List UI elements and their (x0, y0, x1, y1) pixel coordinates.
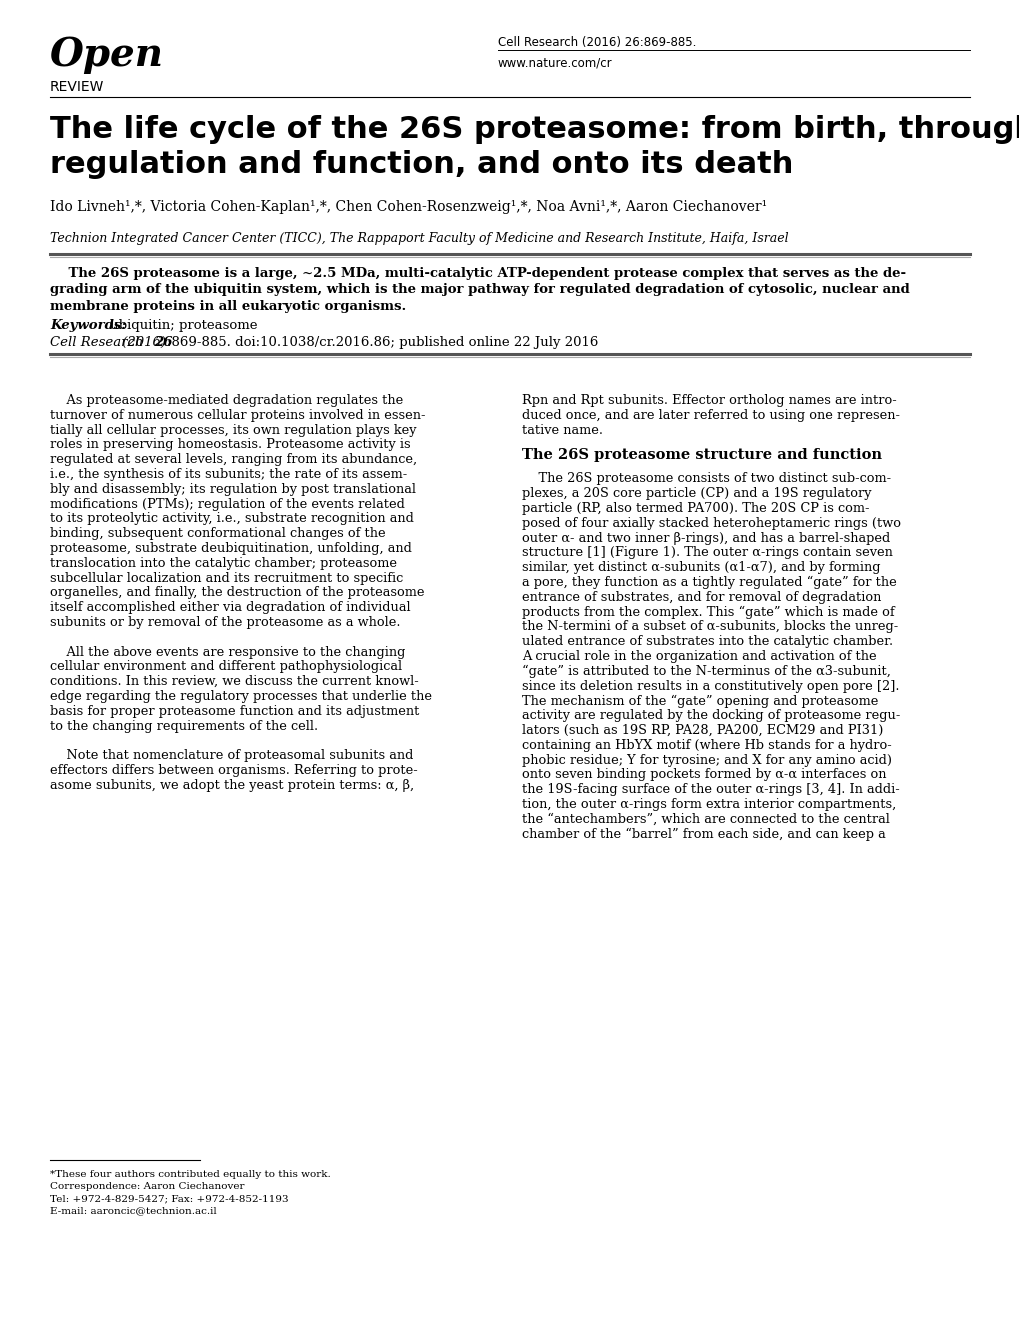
Text: the N-termini of a subset of α-subunits, blocks the unreg-: the N-termini of a subset of α-subunits,… (522, 621, 898, 633)
Text: proteasome, substrate deubiquitination, unfolding, and: proteasome, substrate deubiquitination, … (50, 542, 412, 555)
Text: roles in preserving homeostasis. Proteasome activity is: roles in preserving homeostasis. Proteas… (50, 438, 411, 451)
Text: REVIEW: REVIEW (50, 80, 104, 93)
Text: phobic residue; Y for tyrosine; and X for any amino acid): phobic residue; Y for tyrosine; and X fo… (522, 753, 892, 766)
Text: As proteasome-mediated degradation regulates the: As proteasome-mediated degradation regul… (50, 394, 403, 407)
Text: structure [1] (Figure 1). The outer α-rings contain seven: structure [1] (Figure 1). The outer α-ri… (522, 546, 892, 559)
Text: ulated entrance of substrates into the catalytic chamber.: ulated entrance of substrates into the c… (522, 635, 893, 649)
Text: subcellular localization and its recruitment to specific: subcellular localization and its recruit… (50, 571, 403, 585)
Text: The 26S proteasome structure and function: The 26S proteasome structure and functio… (522, 449, 881, 462)
Text: translocation into the catalytic chamber; proteasome: translocation into the catalytic chamber… (50, 557, 396, 570)
Text: similar, yet distinct α-subunits (α1-α7), and by forming: similar, yet distinct α-subunits (α1-α7)… (522, 561, 879, 574)
Text: activity are regulated by the docking of proteasome regu-: activity are regulated by the docking of… (522, 709, 900, 722)
Text: *These four authors contributed equally to this work.: *These four authors contributed equally … (50, 1169, 330, 1179)
Text: Technion Integrated Cancer Center (TICC), The Rappaport Faculty of Medicine and : Technion Integrated Cancer Center (TICC)… (50, 232, 788, 246)
Text: Open: Open (50, 36, 164, 73)
Text: to its proteolytic activity, i.e., substrate recognition and: to its proteolytic activity, i.e., subst… (50, 513, 414, 526)
Text: modifications (PTMs); regulation of the events related: modifications (PTMs); regulation of the … (50, 498, 405, 510)
Text: tion, the outer α-rings form extra interior compartments,: tion, the outer α-rings form extra inter… (522, 798, 896, 810)
Text: www.nature.com/cr: www.nature.com/cr (497, 56, 612, 69)
Text: (2016): (2016) (118, 336, 170, 348)
Text: itself accomplished either via degradation of individual: itself accomplished either via degradati… (50, 601, 411, 614)
Text: plexes, a 20S core particle (CP) and a 19S regulatory: plexes, a 20S core particle (CP) and a 1… (522, 487, 870, 501)
Text: to the changing requirements of the cell.: to the changing requirements of the cell… (50, 720, 318, 733)
Text: Note that nomenclature of proteasomal subunits and: Note that nomenclature of proteasomal su… (50, 749, 413, 762)
Text: duced once, and are later referred to using one represen-: duced once, and are later referred to us… (522, 409, 899, 422)
Text: the 19S-facing surface of the outer α-rings [3, 4]. In addi-: the 19S-facing surface of the outer α-ri… (522, 784, 899, 796)
Text: the “antechambers”, which are connected to the central: the “antechambers”, which are connected … (522, 813, 889, 826)
Text: organelles, and finally, the destruction of the proteasome: organelles, and finally, the destruction… (50, 586, 424, 599)
Text: particle (RP, also termed PA700). The 20S CP is com-: particle (RP, also termed PA700). The 20… (522, 502, 868, 515)
Text: chamber of the “barrel” from each side, and can keep a: chamber of the “barrel” from each side, … (522, 828, 884, 841)
Text: Tel: +972-4-829-5427; Fax: +972-4-852-1193: Tel: +972-4-829-5427; Fax: +972-4-852-11… (50, 1193, 288, 1203)
Text: :869-885. doi:10.1038/cr.2016.86; published online 22 July 2016: :869-885. doi:10.1038/cr.2016.86; publis… (167, 336, 598, 348)
Text: tative name.: tative name. (522, 423, 602, 437)
Text: subunits or by removal of the proteasome as a whole.: subunits or by removal of the proteasome… (50, 615, 400, 629)
Text: entrance of substrates, and for removal of degradation: entrance of substrates, and for removal … (522, 591, 880, 603)
Text: All the above events are responsive to the changing: All the above events are responsive to t… (50, 646, 405, 658)
Text: conditions. In this review, we discuss the current knowl-: conditions. In this review, we discuss t… (50, 676, 419, 689)
Text: Ido Livneh¹,*, Victoria Cohen-Kaplan¹,*, Chen Cohen-Rosenzweig¹,*, Noa Avni¹,*, : Ido Livneh¹,*, Victoria Cohen-Kaplan¹,*,… (50, 200, 766, 214)
Text: edge regarding the regulatory processes that underlie the: edge regarding the regulatory processes … (50, 690, 432, 704)
Text: The 26S proteasome is a large, ~2.5 MDa, multi-catalytic ATP-dependent protease : The 26S proteasome is a large, ~2.5 MDa,… (50, 267, 905, 280)
Text: Cell Research: Cell Research (50, 336, 144, 348)
Text: The life cycle of the 26S proteasome: from birth, through: The life cycle of the 26S proteasome: fr… (50, 115, 1019, 144)
Text: “gate” is attributed to the N-terminus of the α3-subunit,: “gate” is attributed to the N-terminus o… (522, 665, 890, 678)
Text: bly and disassembly; its regulation by post translational: bly and disassembly; its regulation by p… (50, 483, 416, 495)
Text: binding, subsequent conformational changes of the: binding, subsequent conformational chang… (50, 527, 385, 541)
Text: membrane proteins in all eukaryotic organisms.: membrane proteins in all eukaryotic orga… (50, 300, 406, 312)
Text: containing an HbYX motif (where Hb stands for a hydro-: containing an HbYX motif (where Hb stand… (522, 738, 891, 752)
Text: since its deletion results in a constitutively open pore [2].: since its deletion results in a constitu… (522, 680, 899, 693)
Text: turnover of numerous cellular proteins involved in essen-: turnover of numerous cellular proteins i… (50, 409, 425, 422)
Text: lators (such as 19S RP, PA28, PA200, ECM29 and PI31): lators (such as 19S RP, PA28, PA200, ECM… (522, 724, 882, 737)
Text: regulation and function, and onto its death: regulation and function, and onto its de… (50, 150, 793, 179)
Text: i.e., the synthesis of its subunits; the rate of its assem-: i.e., the synthesis of its subunits; the… (50, 469, 407, 481)
Text: a pore, they function as a tightly regulated “gate” for the: a pore, they function as a tightly regul… (522, 575, 896, 589)
Text: outer α- and two inner β-rings), and has a barrel-shaped: outer α- and two inner β-rings), and has… (522, 531, 890, 545)
Text: 26: 26 (154, 336, 172, 348)
Text: E-mail: aaroncic@technion.ac.il: E-mail: aaroncic@technion.ac.il (50, 1206, 217, 1215)
Text: Cell Research (2016) 26:869-885.: Cell Research (2016) 26:869-885. (497, 36, 696, 49)
Text: basis for proper proteasome function and its adjustment: basis for proper proteasome function and… (50, 705, 419, 718)
Text: effectors differs between organisms. Referring to prote-: effectors differs between organisms. Ref… (50, 764, 418, 777)
Text: Correspondence: Aaron Ciechanover: Correspondence: Aaron Ciechanover (50, 1181, 245, 1191)
Text: Rpn and Rpt subunits. Effector ortholog names are intro-: Rpn and Rpt subunits. Effector ortholog … (522, 394, 896, 407)
Text: The 26S proteasome consists of two distinct sub-com-: The 26S proteasome consists of two disti… (522, 473, 891, 486)
Text: onto seven binding pockets formed by α-α interfaces on: onto seven binding pockets formed by α-α… (522, 769, 886, 781)
Text: regulated at several levels, ranging from its abundance,: regulated at several levels, ranging fro… (50, 453, 417, 466)
Text: ubiquitin; proteasome: ubiquitin; proteasome (106, 319, 257, 332)
Text: The mechanism of the “gate” opening and proteasome: The mechanism of the “gate” opening and … (522, 694, 877, 708)
Text: cellular environment and different pathophysiological: cellular environment and different patho… (50, 661, 401, 673)
Text: products from the complex. This “gate” which is made of: products from the complex. This “gate” w… (522, 606, 894, 619)
Text: posed of four axially stacked heteroheptameric rings (two: posed of four axially stacked heterohept… (522, 517, 900, 530)
Text: asome subunits, we adopt the yeast protein terms: α, β,: asome subunits, we adopt the yeast prote… (50, 778, 414, 792)
Text: A crucial role in the organization and activation of the: A crucial role in the organization and a… (522, 650, 875, 663)
Text: Keywords:: Keywords: (50, 319, 126, 332)
Text: grading arm of the ubiquitin system, which is the major pathway for regulated de: grading arm of the ubiquitin system, whi… (50, 283, 909, 296)
Text: tially all cellular processes, its own regulation plays key: tially all cellular processes, its own r… (50, 423, 416, 437)
